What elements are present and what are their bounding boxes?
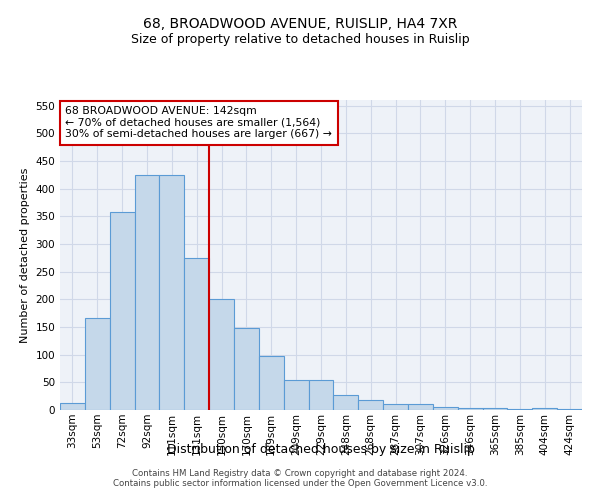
- Bar: [334, 395, 358, 410]
- Bar: [134, 174, 160, 410]
- Bar: [308, 380, 334, 410]
- Text: 68 BROADWOOD AVENUE: 142sqm
← 70% of detached houses are smaller (1,564)
30% of : 68 BROADWOOD AVENUE: 142sqm ← 70% of det…: [65, 106, 332, 140]
- Bar: [184, 258, 209, 410]
- Text: 68, BROADWOOD AVENUE, RUISLIP, HA4 7XR: 68, BROADWOOD AVENUE, RUISLIP, HA4 7XR: [143, 18, 457, 32]
- Bar: [557, 409, 582, 410]
- Bar: [209, 300, 234, 410]
- Bar: [234, 328, 259, 410]
- Bar: [284, 380, 308, 410]
- Bar: [110, 212, 134, 410]
- Bar: [358, 400, 383, 410]
- Bar: [433, 406, 458, 410]
- Bar: [482, 408, 508, 410]
- Bar: [60, 404, 85, 410]
- Bar: [85, 318, 110, 410]
- Bar: [259, 356, 284, 410]
- Bar: [160, 174, 184, 410]
- Bar: [532, 408, 557, 410]
- Text: Distribution of detached houses by size in Ruislip: Distribution of detached houses by size …: [167, 442, 475, 456]
- Y-axis label: Number of detached properties: Number of detached properties: [20, 168, 30, 342]
- Text: Size of property relative to detached houses in Ruislip: Size of property relative to detached ho…: [131, 32, 469, 46]
- Bar: [458, 408, 482, 410]
- Text: Contains HM Land Registry data © Crown copyright and database right 2024.: Contains HM Land Registry data © Crown c…: [132, 468, 468, 477]
- Bar: [408, 404, 433, 410]
- Text: Contains public sector information licensed under the Open Government Licence v3: Contains public sector information licen…: [113, 478, 487, 488]
- Bar: [383, 404, 408, 410]
